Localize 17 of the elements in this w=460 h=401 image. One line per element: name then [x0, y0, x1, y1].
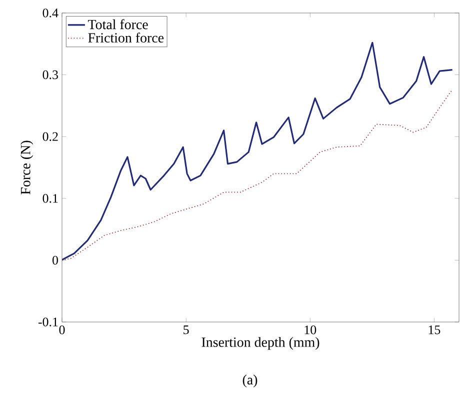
y-tick-label: 0.2 — [42, 132, 58, 141]
text: (a) — [242, 374, 258, 388]
x-tick-label: 15 — [428, 326, 440, 334]
y-tick-label: 0 — [52, 256, 58, 265]
line-series — [62, 42, 454, 261]
legend-label: Total force — [88, 19, 148, 30]
x-tick-label: 5 — [184, 326, 189, 334]
x-tick-label: 0 — [59, 326, 65, 334]
line-series — [62, 90, 452, 261]
y-tick-label: 0.4 — [42, 8, 58, 18]
y-axis-title: Force (N) — [20, 140, 34, 194]
x-tick-label: 10 — [304, 326, 316, 334]
x-axis-title: Insertion depth (mm) — [202, 337, 320, 350]
legend-label: Friction force — [88, 32, 164, 43]
y-tick-label: 0.3 — [42, 70, 58, 80]
y-tick-label: 0.1 — [42, 194, 58, 203]
y-tick-label: -0.1 — [38, 318, 58, 326]
